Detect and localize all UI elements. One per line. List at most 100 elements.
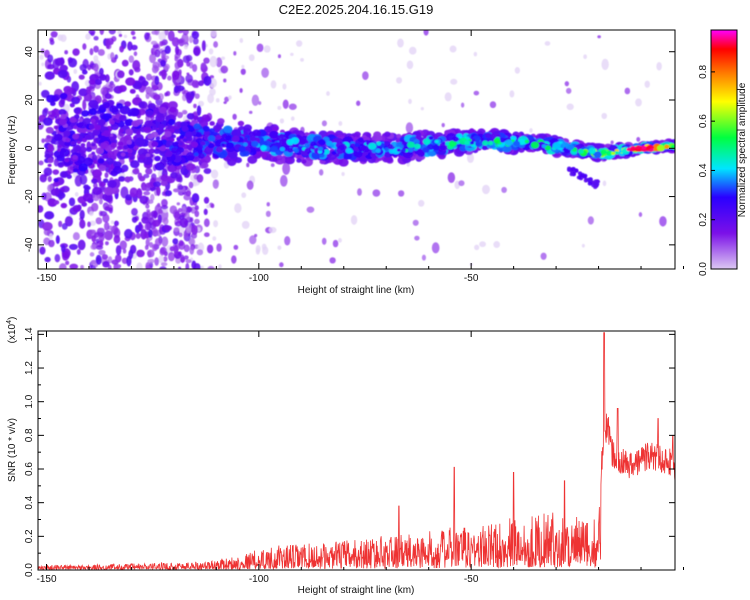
heatmap-cell bbox=[403, 143, 408, 148]
heatmap-cell bbox=[233, 244, 239, 250]
heatmap-cell bbox=[72, 48, 80, 56]
heatmap-cell bbox=[59, 148, 70, 157]
heatmap-cell bbox=[121, 59, 129, 67]
heatmap-cell bbox=[587, 216, 594, 225]
heatmap-cell bbox=[279, 146, 285, 152]
heatmap-cell bbox=[310, 141, 317, 147]
heatmap-cell bbox=[189, 35, 194, 44]
heatmap-cell bbox=[441, 141, 446, 145]
heatmap-cell bbox=[338, 238, 342, 243]
heatmap-cell bbox=[178, 232, 183, 238]
heatmap-cell bbox=[181, 206, 187, 214]
heatmap-cell bbox=[151, 65, 159, 74]
heatmap-cell bbox=[97, 227, 105, 233]
heatmap-cell bbox=[185, 262, 190, 269]
heatmap-cell bbox=[60, 113, 67, 120]
heatmap-cell bbox=[321, 237, 327, 245]
heatmap-cell bbox=[126, 255, 132, 267]
heatmap-cell bbox=[266, 202, 270, 207]
heatmap-cell bbox=[64, 215, 73, 227]
heatmap-cell bbox=[53, 181, 60, 187]
heatmap-cell bbox=[82, 117, 92, 125]
heatmap-cell bbox=[288, 103, 297, 110]
heatmap-cell bbox=[360, 145, 370, 153]
heatmap-cell bbox=[190, 141, 199, 148]
heatmap-cell bbox=[86, 86, 93, 92]
heatmap-cell bbox=[191, 130, 197, 136]
heatmap-cell bbox=[164, 30, 169, 36]
heatmap-cell bbox=[215, 98, 220, 103]
heatmap-cell bbox=[614, 151, 619, 155]
heatmap-cell bbox=[251, 140, 259, 147]
heatmap-cell bbox=[514, 66, 521, 74]
heatmap-cell bbox=[423, 30, 429, 36]
heatmap-cell bbox=[272, 126, 279, 132]
heatmap-cell bbox=[242, 142, 248, 147]
heatmap-cell bbox=[469, 128, 475, 133]
heatmap-cell bbox=[97, 119, 106, 126]
heatmap-cell bbox=[176, 137, 181, 142]
heatmap-cell bbox=[155, 136, 161, 141]
heatmap-cell bbox=[583, 54, 587, 60]
heatmap-cell bbox=[119, 240, 127, 250]
heatmap-cell bbox=[225, 135, 232, 141]
heatmap-cell bbox=[368, 142, 377, 150]
heatmap-cell bbox=[68, 58, 78, 68]
heatmap-cell bbox=[113, 234, 121, 244]
heatmap-cell bbox=[178, 239, 184, 247]
heatmap-cell bbox=[145, 153, 151, 157]
heatmap-cell bbox=[233, 51, 237, 56]
heatmap-cell bbox=[482, 184, 490, 195]
heatmap-cell bbox=[174, 52, 181, 59]
heatmap-cell bbox=[181, 125, 189, 132]
heatmap-cell bbox=[42, 221, 53, 231]
heatmap-cell bbox=[505, 139, 513, 146]
heatmap-cell bbox=[131, 207, 138, 216]
heatmap-cell bbox=[270, 163, 275, 168]
heatmap-cell bbox=[60, 202, 68, 209]
heatmap-cell bbox=[167, 251, 175, 262]
heatmap-cell bbox=[301, 159, 307, 164]
heatmap-cell bbox=[152, 219, 161, 227]
heatmap-cell bbox=[481, 145, 488, 151]
heatmap-cell bbox=[449, 45, 457, 53]
heatmap-cell bbox=[475, 141, 481, 146]
heatmap-cell bbox=[153, 127, 158, 131]
heatmap-cell bbox=[102, 153, 109, 159]
heatmap-cell bbox=[249, 135, 257, 142]
heatmap-cell bbox=[69, 103, 75, 108]
heatmap-cell bbox=[266, 127, 272, 132]
heatmap-cell bbox=[136, 188, 143, 199]
heatmap-cell bbox=[318, 139, 326, 146]
heatmap-cell bbox=[406, 60, 414, 70]
heatmap-cell bbox=[600, 149, 607, 155]
heatmap-cell bbox=[201, 114, 211, 122]
heatmap-cell bbox=[474, 244, 480, 251]
heatmap-cell bbox=[191, 224, 198, 236]
y-tick-label: -20 bbox=[24, 189, 35, 204]
heatmap-cell bbox=[146, 210, 151, 220]
heatmap-cell bbox=[133, 51, 138, 57]
heatmap-cell bbox=[280, 175, 288, 187]
spectrogram-frame bbox=[37, 29, 676, 270]
heatmap-cell bbox=[87, 221, 92, 228]
heatmap-cell bbox=[158, 255, 164, 264]
heatmap-cell bbox=[269, 130, 279, 139]
heatmap-cell bbox=[100, 87, 107, 96]
heatmap-cell bbox=[326, 91, 330, 96]
heatmap-cell bbox=[670, 144, 675, 150]
heatmap-cell bbox=[258, 101, 262, 105]
heatmap-cell bbox=[129, 192, 135, 197]
heatmap-cell bbox=[103, 112, 113, 121]
heatmap-cell bbox=[357, 188, 362, 196]
colorbar-label: Normalized spectral amplitude bbox=[737, 82, 748, 217]
heatmap-cell bbox=[239, 37, 244, 44]
heatmap-cell bbox=[171, 70, 180, 81]
heatmap-cell bbox=[139, 195, 149, 205]
heatmap-cell bbox=[246, 180, 254, 190]
heatmap-cell bbox=[41, 89, 50, 98]
heatmap-cell bbox=[91, 169, 103, 178]
heatmap-cell bbox=[203, 135, 208, 139]
heatmap-cell bbox=[524, 139, 530, 144]
heatmap-cell bbox=[47, 176, 52, 183]
